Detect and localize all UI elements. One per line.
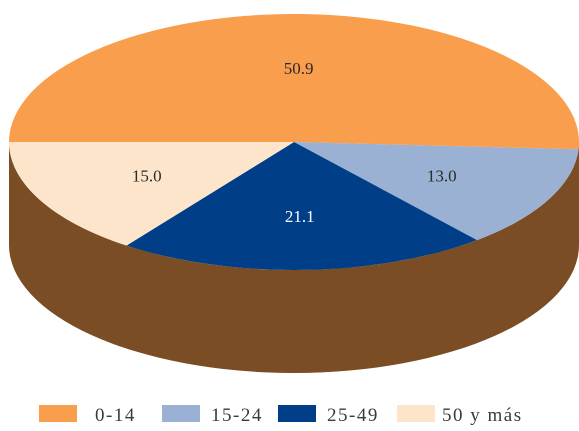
data-label-50-y-m-s: 15.0	[132, 167, 162, 186]
pie-slice-0-14	[9, 13, 579, 150]
legend-label-50-y-m-s: 50 y más	[442, 405, 523, 426]
pie-slice-25-49	[126, 142, 478, 270]
legend-label-25-49: 25-49	[327, 405, 379, 426]
legend: 0-14 15-24 25-49 50 y más	[39, 405, 523, 426]
pie-top-face	[8, 13, 579, 270]
pie-side-wall	[9, 142, 579, 373]
data-label-0-14: 50.9	[284, 59, 314, 78]
data-label-15-24: 13.0	[427, 166, 457, 185]
pie-slice-50-y-m-s	[8, 142, 294, 246]
pie-slice-15-24	[294, 142, 579, 241]
legend-item-25-49: 25-49	[278, 405, 379, 426]
pie-data-labels: 50.9 13.0 21.1 15.0	[132, 59, 457, 226]
legend-label-15-24: 15-24	[211, 405, 263, 426]
legend-swatch-50-y-m-s	[397, 405, 435, 422]
legend-label-0-14: 0-14	[95, 405, 136, 426]
legend-swatch-25-49	[278, 405, 316, 422]
legend-item-15-24: 15-24	[162, 405, 263, 426]
legend-swatch-15-24	[162, 405, 200, 422]
pie-side-wall-shape	[9, 142, 579, 373]
legend-swatch-0-14	[39, 405, 77, 422]
data-label-25-49: 21.1	[285, 207, 315, 226]
legend-item-0-14: 0-14	[39, 405, 136, 426]
legend-item-50-y-m-s: 50 y más	[397, 405, 523, 426]
